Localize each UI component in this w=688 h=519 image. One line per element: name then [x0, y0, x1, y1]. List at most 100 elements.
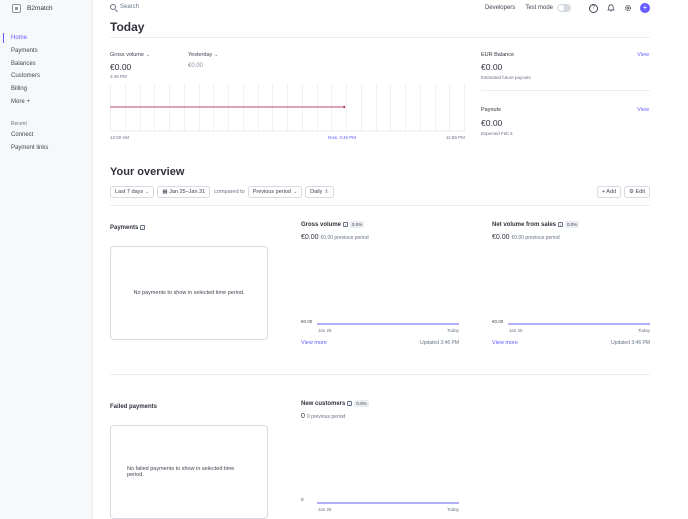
side-divider	[481, 90, 650, 91]
account-logo-icon	[12, 4, 21, 13]
chevron-down-icon: ⌄	[292, 189, 298, 195]
date-range-picker[interactable]: ▦ Jan 25–Jan 31	[157, 186, 211, 198]
interval-select[interactable]: Daily ⇕	[305, 186, 334, 198]
sidebar-item-more[interactable]: More +	[0, 96, 93, 109]
eur-balance-view-link[interactable]: View	[637, 52, 649, 58]
gross-volume-card-title-text: Gross volume	[301, 222, 342, 228]
net-volume-card-title[interactable]: Net volume from sales i 0.0%	[492, 221, 580, 228]
payouts-title: Payouts	[481, 107, 501, 113]
gross-volume-y-label: €0.00	[301, 319, 313, 324]
gross-volume-view-more-link[interactable]: View more	[301, 340, 327, 346]
yesterday-dropdown-label: Yesterday	[188, 52, 213, 58]
test-mode-toggle[interactable]	[557, 4, 571, 12]
today-gross-volume-chart[interactable]	[110, 84, 465, 132]
plus-icon: +	[601, 189, 607, 195]
new-customers-previous: 0 previous period	[306, 414, 346, 420]
payouts-view-link[interactable]: View	[637, 107, 649, 113]
sidebar-item-payments[interactable]: Payments	[11, 47, 38, 54]
chart-gridlines	[110, 84, 465, 132]
payments-empty-state: No payments to show in selected time per…	[110, 246, 268, 340]
add-chart-button[interactable]: + Add	[596, 186, 622, 198]
create-plus-button[interactable]: +	[640, 3, 650, 13]
gross-volume-dropdown[interactable]: Gross volume ⌄	[110, 52, 150, 58]
top-bar: Search Developers Test mode ? +	[104, 0, 660, 18]
overview-divider	[110, 205, 650, 206]
new-customers-card-title[interactable]: New customers i 0.0%	[301, 400, 369, 407]
gross-volume-x-start: Jan 25	[318, 328, 332, 333]
page-title: Today	[110, 20, 145, 34]
net-volume-view-more-link[interactable]: View more	[492, 340, 518, 346]
today-divider	[110, 37, 650, 38]
eur-balance-title: EUR Balance	[481, 52, 515, 58]
payments-section-title-text: Payments	[110, 225, 139, 231]
sidebar-nav: Home Payments Balances Customers Billing…	[0, 32, 93, 109]
net-volume-chart[interactable]	[508, 322, 650, 326]
payouts-value: €0.00	[481, 118, 503, 128]
gross-volume-change-badge: 0.0%	[350, 221, 365, 228]
calendar-icon: ▦	[162, 189, 170, 195]
sidebar-item-customers[interactable]: Customers	[11, 73, 41, 80]
account-switcher[interactable]: B2match	[12, 4, 53, 13]
net-volume-previous: €0.00 previous period	[511, 235, 560, 241]
gross-volume-card-amount: €0.00	[301, 234, 319, 241]
bell-icon[interactable]	[606, 4, 615, 13]
plus-icon: +	[26, 98, 31, 105]
comparison-select[interactable]: Previous period ⌄	[247, 186, 303, 198]
info-icon[interactable]: i	[347, 401, 353, 406]
edit-overview-label: Edit	[635, 189, 645, 195]
new-customers-x-start: Jan 25	[318, 507, 332, 512]
gross-volume-card-value: €0.00 €0.00 previous period	[301, 234, 369, 241]
search-input[interactable]: Search	[120, 4, 140, 10]
now-marker	[343, 105, 346, 109]
failed-payments-title: Failed payments	[110, 404, 158, 410]
sidebar-item-billing[interactable]: Billing	[11, 86, 28, 93]
edit-overview-button[interactable]: ⚙ Edit	[624, 186, 650, 198]
net-volume-updated: Updated 3:46 PM	[611, 340, 650, 346]
date-range-preset-select[interactable]: Last 7 days ⌄	[110, 186, 155, 198]
gross-volume-x-end: Today	[447, 328, 460, 333]
sidebar-item-home[interactable]: Home	[0, 32, 93, 45]
chart-x-label-start: 12:00 AM	[110, 135, 130, 140]
gross-volume-today-value: €0.00	[110, 62, 132, 72]
chevron-down-icon: ⌄	[145, 52, 151, 58]
overview-mid-divider	[110, 374, 650, 375]
new-customers-y-label: 0	[301, 497, 304, 502]
net-volume-x-start: Jan 25	[509, 328, 523, 333]
search-bar[interactable]: Search	[110, 4, 139, 10]
info-icon[interactable]: i	[558, 222, 564, 227]
chevron-down-icon: ⌄	[214, 52, 219, 58]
gross-volume-previous: €0.00 previous period	[320, 235, 369, 241]
compared-to-label: compared to	[214, 189, 245, 195]
sidebar-item-balances[interactable]: Balances	[11, 60, 36, 67]
eur-balance-subtitle: Estimated future payouts	[481, 75, 531, 80]
chevron-up-down-icon: ⇕	[324, 189, 329, 195]
payments-section-title: Payments i	[110, 225, 146, 231]
interval-label: Daily	[310, 189, 323, 195]
gross-volume-updated: Updated 3:46 PM	[420, 340, 459, 346]
yesterday-dropdown[interactable]: Yesterday ⌄	[188, 52, 218, 58]
net-volume-card-title-text: Net volume from sales	[492, 222, 557, 228]
gear-icon: ⚙	[629, 189, 636, 195]
test-mode-label: Test mode	[525, 5, 553, 11]
info-icon[interactable]: i	[343, 222, 349, 227]
recent-label: Recent	[11, 121, 27, 127]
developers-link[interactable]: Developers	[484, 5, 516, 11]
sidebar-item-more-label: More	[11, 98, 25, 105]
failed-payments-empty-state: No failed payments to show in selected t…	[110, 425, 268, 519]
recent-item-connect[interactable]: Connect	[11, 132, 34, 138]
info-icon[interactable]: i	[140, 225, 146, 230]
recent-item-payment-links[interactable]: Payment links	[11, 144, 49, 151]
new-customers-chart[interactable]	[317, 501, 459, 505]
help-icon[interactable]: ?	[589, 3, 598, 13]
settings-gear-icon[interactable]	[623, 4, 632, 13]
gross-volume-chart[interactable]	[317, 322, 459, 326]
comparison-label: Previous period	[252, 189, 291, 195]
new-customers-x-end: Today	[447, 507, 460, 512]
date-range-preset-label: Last 7 days	[115, 189, 144, 195]
net-volume-y-label: €0.00	[492, 319, 504, 324]
gross-volume-time: 3:46 PM	[110, 74, 127, 79]
payouts-subtitle: Expected Feb 3	[481, 131, 513, 136]
chart-x-label-end: 11:59 PM	[446, 135, 465, 140]
yesterday-value: €0.00	[188, 63, 204, 69]
gross-volume-card-title[interactable]: Gross volume i 0.0%	[301, 221, 365, 228]
